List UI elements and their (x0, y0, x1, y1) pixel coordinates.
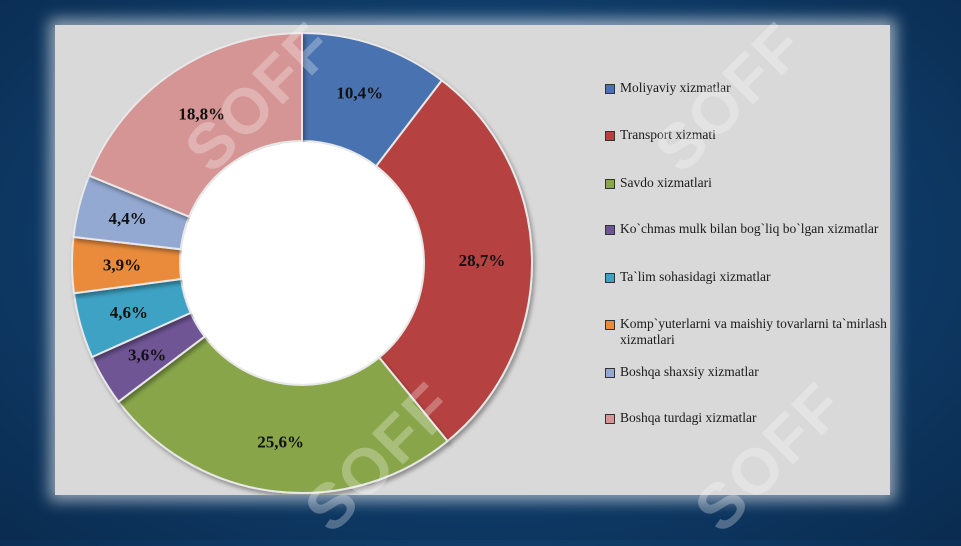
slice-data-label: 3,6% (128, 346, 166, 365)
legend-label: Boshqa turdagi xizmatlar (620, 410, 757, 425)
legend-item: Ta`lim sohasidagi xizmatlar (605, 269, 890, 285)
legend-swatch (605, 273, 615, 283)
legend-swatch (605, 225, 615, 235)
legend-label: Ta`lim sohasidagi xizmatlar (620, 269, 771, 284)
slice-data-label: 3,9% (103, 256, 141, 275)
legend-item: Ko`chmas mulk bilan bog`liq bo`lgan xizm… (605, 221, 890, 237)
legend-item: Savdo xizmatlari (605, 175, 890, 191)
slice-data-label: 4,4% (109, 209, 147, 228)
legend-label: Komp`yuterlarni va maishiy tovarlarni ta… (620, 316, 887, 347)
slice-data-label: 18,8% (178, 104, 225, 123)
legend-item: Moliyaviy xizmatlar (605, 80, 890, 96)
legend-swatch (605, 131, 615, 141)
legend-swatch (605, 179, 615, 189)
donut-chart: 10,4% 28,7% 25,6% 3,6% 4,6% 3,9% 4,4% 18,8% (71, 31, 533, 494)
slice-data-label: 28,7% (459, 251, 506, 270)
donut-slice (87, 31, 303, 218)
legend-label: Boshqa shaxsiy xizmatlar (620, 364, 759, 379)
legend-swatch (605, 414, 615, 424)
legend-label: Ko`chmas mulk bilan bog`liq bo`lgan xizm… (620, 221, 879, 236)
donut-slice (374, 78, 533, 443)
slice-data-label: 4,6% (110, 303, 148, 322)
legend-item: Boshqa shaxsiy xizmatlar (605, 364, 890, 380)
chart-panel: 10,4% 28,7% 25,6% 3,6% 4,6% 3,9% 4,4% 18,8% Mol… (55, 25, 890, 495)
slice-data-label: 25,6% (257, 433, 304, 452)
legend-swatch (605, 320, 615, 330)
legend-label: Moliyaviy xizmatlar (620, 80, 731, 95)
slice-data-label: 10,4% (336, 84, 383, 103)
legend-label: Transport xizmati (620, 127, 716, 142)
legend-item: Komp`yuterlarni va maishiy tovarlarni ta… (605, 316, 890, 348)
legend-item: Transport xizmati (605, 127, 890, 143)
legend-swatch (605, 368, 615, 378)
donut-hole (181, 142, 423, 384)
legend-label: Savdo xizmatlari (620, 175, 712, 190)
legend-swatch (605, 84, 615, 94)
legend-item: Boshqa turdagi xizmatlar (605, 410, 890, 426)
donut-slice (117, 335, 449, 494)
